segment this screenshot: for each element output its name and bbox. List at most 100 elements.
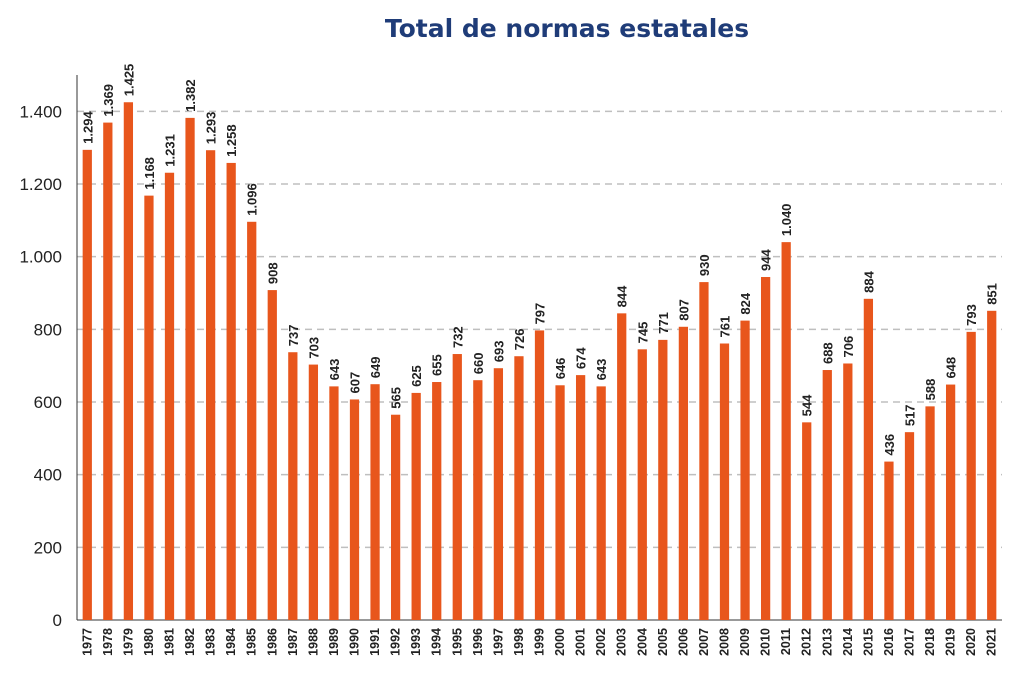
data-label: 648 — [944, 357, 959, 379]
bar — [884, 461, 894, 620]
x-tick-label: 2008 — [718, 628, 732, 656]
bar — [740, 320, 750, 620]
x-tick-label: 2014 — [841, 628, 855, 656]
x-tick-label: 1999 — [533, 628, 547, 656]
x-tick-label: 1995 — [450, 628, 464, 656]
x-tick-label: 2004 — [635, 628, 649, 656]
data-label: 1.369 — [101, 84, 116, 117]
bar — [493, 368, 504, 620]
data-label: 643 — [594, 359, 609, 381]
data-label: 797 — [533, 303, 548, 325]
bar — [637, 349, 647, 620]
x-tick-label: 1982 — [183, 628, 197, 656]
data-label: 807 — [676, 299, 691, 321]
data-label: 693 — [491, 341, 506, 363]
bar — [843, 363, 853, 620]
x-tick-label: 1979 — [121, 628, 135, 656]
x-tick-label: 1983 — [204, 628, 218, 656]
data-label: 607 — [348, 372, 363, 394]
x-tick-label: 1988 — [306, 628, 320, 656]
data-label: 643 — [327, 359, 342, 381]
bar — [226, 162, 236, 620]
x-tick-label: 1994 — [430, 628, 444, 656]
bar — [103, 122, 113, 620]
bar — [144, 195, 154, 621]
bar — [617, 313, 627, 620]
data-label: 655 — [430, 354, 445, 376]
bar — [452, 354, 462, 620]
bar — [514, 356, 524, 620]
x-tick-label: 2009 — [738, 628, 752, 656]
x-tick-label: 2002 — [594, 628, 608, 656]
data-label: 737 — [286, 325, 301, 347]
x-tick-label: 2013 — [820, 628, 834, 656]
x-tick-label: 2018 — [923, 628, 937, 656]
y-tick-label: 200 — [34, 538, 62, 557]
x-tick-label: 1996 — [471, 628, 485, 656]
bar — [205, 150, 216, 620]
bar — [185, 117, 195, 620]
x-tick-label: 1998 — [512, 628, 526, 656]
data-label: 1.382 — [183, 79, 198, 112]
x-tick-label: 2006 — [676, 628, 690, 656]
bar — [123, 102, 134, 620]
y-tick-label: 400 — [34, 466, 62, 485]
data-label: 1.168 — [142, 157, 157, 190]
bar — [267, 290, 277, 620]
data-label: 1.293 — [204, 112, 219, 145]
x-tick-label: 1980 — [142, 628, 156, 656]
bar — [925, 406, 935, 620]
data-label: 908 — [265, 262, 280, 284]
data-label: 761 — [718, 316, 733, 338]
x-tick-label: 1984 — [224, 628, 238, 656]
data-label: 726 — [512, 329, 527, 351]
data-label: 436 — [882, 434, 897, 456]
y-tick-label: 800 — [34, 320, 62, 339]
data-label: 884 — [861, 270, 876, 292]
data-label: 1.294 — [80, 111, 95, 144]
x-tick-label: 2000 — [553, 628, 567, 656]
data-label: 674 — [574, 347, 589, 369]
bar — [781, 242, 791, 620]
x-tick-label: 2020 — [964, 628, 978, 656]
data-label: 745 — [635, 322, 650, 344]
x-tick-label: 1993 — [409, 628, 423, 656]
data-label: 517 — [903, 404, 918, 426]
bar — [473, 380, 483, 620]
data-label: 646 — [553, 358, 568, 380]
x-tick-label: 2010 — [759, 628, 773, 656]
x-tick-label: 2001 — [574, 628, 588, 656]
data-label: 793 — [964, 304, 979, 326]
y-tick-label: 1.200 — [19, 175, 62, 194]
x-tick-label: 1987 — [286, 628, 300, 656]
x-tick-label: 2017 — [903, 628, 917, 656]
chart-title: Total de normas estatales — [384, 14, 750, 43]
bar — [82, 149, 92, 620]
x-tick-label: 1989 — [327, 628, 341, 656]
bar — [719, 343, 730, 620]
data-label: 844 — [615, 285, 630, 307]
data-label: 1.425 — [121, 64, 136, 97]
x-tick-label: 1985 — [245, 628, 259, 656]
x-tick-label: 1997 — [491, 628, 505, 656]
bar — [863, 298, 874, 620]
data-label: 649 — [368, 356, 383, 378]
bar — [966, 331, 976, 620]
bar — [760, 277, 771, 620]
x-tick-label: 2012 — [800, 628, 814, 656]
bar — [390, 414, 401, 620]
y-tick-label: 1.000 — [19, 248, 62, 267]
x-tick-label: 1990 — [348, 628, 362, 656]
x-tick-label: 2015 — [861, 628, 875, 656]
data-label: 544 — [800, 394, 815, 416]
x-tick-label: 2011 — [779, 628, 793, 655]
data-label: 732 — [450, 326, 465, 348]
bar — [349, 399, 360, 620]
data-label: 565 — [389, 387, 404, 409]
data-label: 688 — [820, 342, 835, 364]
bar — [904, 432, 915, 620]
bar — [596, 386, 606, 620]
bar — [945, 384, 956, 620]
data-label: 944 — [759, 249, 774, 271]
data-label: 625 — [409, 365, 424, 387]
